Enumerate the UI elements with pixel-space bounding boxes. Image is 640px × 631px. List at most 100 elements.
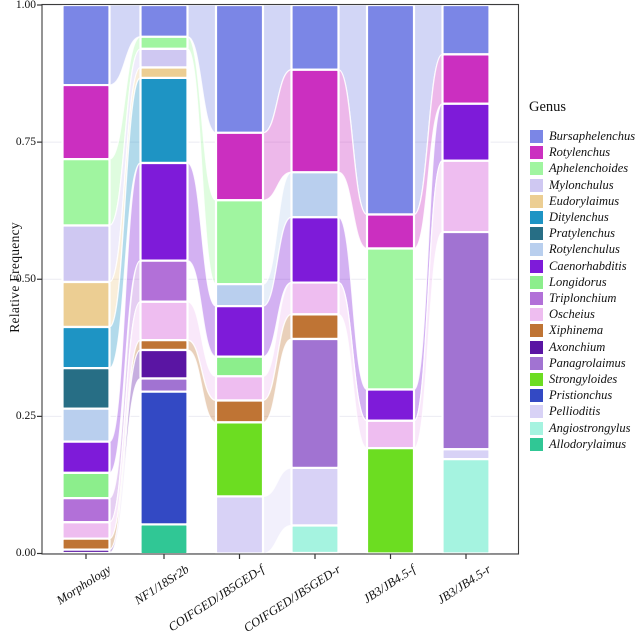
- legend-swatch: [530, 275, 543, 289]
- legend-swatch: [530, 308, 543, 322]
- legend-item: Allodorylaimus: [530, 437, 626, 451]
- legend-item: Pristionchus: [530, 388, 613, 403]
- legend-label: Axonchium: [549, 339, 606, 354]
- stratum-rotylenchus: [365, 213, 416, 250]
- stratum-bursaphelenchus: [139, 3, 189, 38]
- legend-label: Pratylenchus: [549, 226, 615, 241]
- stratum-panagrolaimus: [139, 377, 189, 393]
- legend-label: Pristionchus: [549, 388, 613, 403]
- stratum-rotylenchus: [290, 68, 340, 174]
- legend-item: Ditylenchus: [530, 211, 609, 224]
- stratum-longidorus: [214, 355, 265, 378]
- stratum-bursaphelenchus: [290, 3, 340, 71]
- legend-item: Longidorus: [530, 275, 607, 289]
- legend-item: Triplonchium: [530, 292, 616, 305]
- y-tick-label: 0.25: [15, 409, 36, 422]
- legend-swatch: [530, 356, 543, 370]
- stratum-longidorus: [61, 471, 111, 500]
- stratum-bursaphelenchus: [214, 3, 265, 134]
- stratum-rotylenchus: [214, 131, 265, 202]
- stratum-rotylenchulus: [290, 171, 340, 219]
- legend-item: Rotylenchulus: [530, 242, 620, 257]
- legend-item: Xiphinema: [530, 324, 603, 338]
- legend-label: Caenorhabditis: [549, 258, 627, 273]
- legend-item: Pratylenchus: [530, 226, 615, 241]
- legend-swatch: [530, 162, 543, 176]
- y-tick-label: 0.75: [15, 135, 36, 148]
- legend-label: Ditylenchus: [549, 210, 609, 224]
- stratum-angiostrongylus: [290, 524, 340, 555]
- legend-item: Aphelenchoides: [530, 161, 629, 176]
- legend-item: Strongyloides: [530, 373, 617, 386]
- legend-label: Oscheius: [549, 307, 595, 322]
- legend-swatch: [530, 130, 543, 143]
- stratum-allodorylaimus: [139, 523, 189, 556]
- legend-swatch: [530, 178, 543, 192]
- stratum-caenorhabditis: [214, 305, 265, 358]
- stratum-bursaphelenchus: [365, 3, 416, 216]
- stratum-mylonchulus: [139, 47, 189, 69]
- legend-item: Mylonchulus: [530, 178, 614, 192]
- stratum-oscheius: [139, 300, 189, 342]
- stratum-pratylenchus: [61, 367, 111, 410]
- legend-swatch: [530, 324, 543, 338]
- stratum-panagrolaimus: [441, 230, 491, 451]
- legend-item: Pellioditis: [530, 404, 601, 419]
- legend-label: Rotylenchulus: [549, 242, 620, 257]
- legend-label: Rotylenchus: [549, 145, 611, 160]
- stratum-oscheius: [365, 419, 416, 450]
- stratum-oscheius: [61, 521, 111, 540]
- legend-item: Panagrolaimus: [530, 355, 626, 370]
- stratum-eudorylaimus: [61, 280, 111, 329]
- stratum-caenorhabditis: [139, 161, 189, 262]
- stratum-xiphinema: [214, 399, 265, 424]
- legend-swatch: [530, 437, 543, 451]
- legend-swatch: [530, 421, 543, 435]
- legend-item: Rotylenchus: [530, 145, 611, 160]
- stratum-triplonchium: [139, 259, 189, 303]
- stratum-axonchium: [61, 548, 111, 555]
- legend-swatch: [530, 146, 543, 160]
- legend-title: Genus: [529, 99, 567, 115]
- legend-item: Angiostrongylus: [530, 420, 631, 435]
- stratum-panagrolaimus: [290, 337, 340, 470]
- stratum-bursaphelenchus: [441, 3, 491, 56]
- legend-label: Panagrolaimus: [549, 355, 626, 370]
- stratum-ditylenchus: [61, 325, 111, 370]
- legend-swatch: [530, 243, 543, 257]
- stratum-caenorhabditis: [61, 440, 111, 474]
- stratum-caenorhabditis: [290, 216, 340, 284]
- stratum-caenorhabditis: [441, 102, 491, 162]
- stratum-mylonchulus: [61, 224, 111, 284]
- stratum-oscheius: [290, 281, 340, 316]
- stratum-pellioditis: [441, 448, 491, 461]
- legend-item: Bursaphelenchus: [530, 130, 635, 143]
- stratum-rotylenchus: [61, 83, 111, 161]
- legend-label: Strongyloides: [549, 372, 618, 386]
- legend-label: Aphelenchoides: [549, 161, 629, 176]
- legend-swatch: [530, 340, 543, 354]
- stratum-caenorhabditis: [365, 388, 416, 422]
- stratum-strongyloides: [214, 421, 265, 498]
- legend-item: Caenorhabditis: [530, 258, 627, 273]
- stratum-aphelenchoides: [139, 35, 189, 50]
- stratum-oscheius: [441, 159, 491, 234]
- stratum-ditylenchus: [139, 76, 189, 165]
- y-tick-label: 0.50: [15, 272, 36, 285]
- legend-label: Angiostrongylus: [549, 420, 631, 435]
- stratum-rotylenchulus: [61, 407, 111, 443]
- flow-ribbon-aphelenchoides: [186, 36, 217, 285]
- legend-label: Pellioditis: [549, 404, 601, 419]
- y-tick-label: 1.00: [15, 0, 36, 11]
- legend-swatch: [530, 292, 543, 305]
- legend-item: Oscheius: [530, 307, 595, 322]
- legend-item: Eudorylaimus: [530, 194, 619, 208]
- y-tick-label: 0.00: [15, 547, 36, 559]
- legend: Genus Bursaphelenchus Rotylenchus Aphelenc…: [529, 99, 639, 451]
- stratum-aphelenchoides: [214, 199, 265, 286]
- legend-swatch: [530, 259, 543, 273]
- stratum-oscheius: [214, 375, 265, 402]
- legend-swatch: [530, 227, 543, 241]
- stratum-angiostrongylus: [441, 458, 491, 555]
